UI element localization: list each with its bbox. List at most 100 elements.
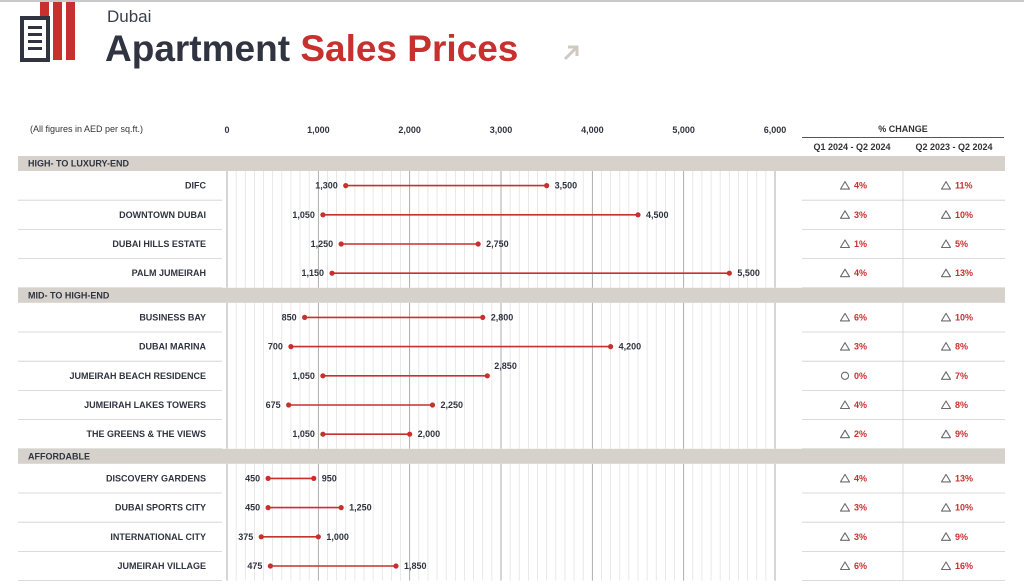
triangle-up-icon xyxy=(940,429,952,439)
min-value-label: 1,150 xyxy=(302,268,325,278)
row-label: BUSINESS BAY xyxy=(139,312,206,322)
min-value-label: 1,050 xyxy=(292,210,315,220)
max-dot xyxy=(726,270,732,276)
row-label: JUMEIRAH VILLAGE xyxy=(117,561,206,571)
yoy-change-label: 11% xyxy=(955,181,973,191)
triangle-up-icon xyxy=(839,312,851,322)
max-value-label: 2,000 xyxy=(418,429,441,439)
max-dot xyxy=(480,314,486,320)
row-label: THE GREENS & THE VIEWS xyxy=(86,429,206,439)
max-dot xyxy=(311,475,317,481)
qoq-change-label: 1% xyxy=(854,239,867,249)
max-value-label: 2,800 xyxy=(491,312,514,322)
triangle-up-icon xyxy=(839,561,851,571)
row-label: INTERNATIONAL CITY xyxy=(110,532,206,542)
min-dot xyxy=(267,563,273,569)
max-dot xyxy=(475,241,481,247)
building-logo-icon xyxy=(20,2,75,62)
x-tick-label: 5,000 xyxy=(672,125,695,135)
max-dot xyxy=(635,212,641,218)
triangle-up-icon xyxy=(940,473,952,483)
max-value-label: 1,250 xyxy=(349,503,372,513)
yoy-change-label: 8% xyxy=(955,400,968,410)
min-value-label: 675 xyxy=(266,400,281,410)
units-note: (All figures in AED per sq.ft.) xyxy=(30,124,144,134)
x-tick-label: 2,000 xyxy=(398,125,421,135)
title-main: Apartment xyxy=(105,28,291,69)
yoy-change-label: 10% xyxy=(955,210,973,220)
triangle-up-icon xyxy=(940,503,952,512)
triangle-up-icon xyxy=(940,268,952,278)
arrow-up-right-icon[interactable] xyxy=(560,42,582,64)
min-dot xyxy=(320,212,326,218)
max-value-label: 5,500 xyxy=(737,268,760,278)
min-value-label: 850 xyxy=(282,312,297,322)
max-dot xyxy=(338,505,344,511)
triangle-up-icon xyxy=(940,210,952,219)
x-tick-label: 6,000 xyxy=(764,125,787,135)
qoq-change-label: 2% xyxy=(854,429,867,439)
change-col-qoq-header: Q1 2024 - Q2 2024 xyxy=(813,142,891,152)
triangle-up-icon xyxy=(940,400,952,410)
max-dot xyxy=(429,402,436,408)
min-value-label: 450 xyxy=(245,503,260,513)
qoq-change-label: 6% xyxy=(854,312,867,322)
triangle-up-icon xyxy=(839,342,851,351)
max-value-label: 1,850 xyxy=(404,561,427,571)
row-label: DUBAI HILLS ESTATE xyxy=(112,239,206,249)
triangle-up-icon xyxy=(839,473,851,483)
top-rule xyxy=(0,0,1024,2)
yoy-change-label: 10% xyxy=(955,312,973,322)
yoy-change-label: 5% xyxy=(955,239,968,249)
min-dot xyxy=(320,431,326,437)
min-value-label: 375 xyxy=(238,532,253,542)
triangle-up-icon xyxy=(940,312,952,322)
min-dot xyxy=(288,344,294,350)
max-value-label: 3,500 xyxy=(555,181,578,191)
yoy-change-label: 13% xyxy=(955,473,973,483)
row-label: JUMEIRAH LAKES TOWERS xyxy=(84,400,206,410)
qoq-change-label: 4% xyxy=(854,181,867,191)
yoy-change-label: 9% xyxy=(955,532,968,542)
change-header-rule xyxy=(802,137,1004,138)
category-label: AFFORDABLE xyxy=(28,451,90,461)
x-tick-label: 4,000 xyxy=(581,125,604,135)
category-band xyxy=(18,287,1005,303)
max-value-label: 950 xyxy=(322,473,337,483)
min-dot xyxy=(343,183,349,189)
triangle-up-icon xyxy=(940,239,952,249)
city-name: Dubai xyxy=(107,7,152,26)
circle-icon xyxy=(840,371,850,380)
yoy-change-label: 10% xyxy=(955,503,973,513)
max-value-label: 2,850 xyxy=(494,361,517,371)
change-col-yoy-header: Q2 2023 - Q2 2024 xyxy=(915,142,993,152)
min-dot xyxy=(302,314,308,320)
triangle-up-icon xyxy=(839,268,851,278)
triangle-up-icon xyxy=(940,561,952,571)
triangle-up-icon xyxy=(839,503,851,512)
title-accent: Sales Prices xyxy=(300,28,519,69)
qoq-change-label: 3% xyxy=(854,532,867,542)
qoq-change-label: 4% xyxy=(854,268,867,278)
max-value-label: 2,250 xyxy=(441,400,464,410)
triangle-up-icon xyxy=(940,371,952,380)
max-value-label: 4,200 xyxy=(619,342,642,352)
min-dot xyxy=(265,505,271,511)
max-dot xyxy=(484,373,490,379)
triangle-up-icon xyxy=(839,400,851,410)
min-dot xyxy=(338,241,344,247)
change-header: % CHANGE xyxy=(878,124,928,134)
min-value-label: 1,300 xyxy=(315,181,338,191)
min-value-label: 700 xyxy=(268,342,283,352)
yoy-change-label: 16% xyxy=(955,561,973,571)
yoy-change-label: 7% xyxy=(955,371,968,381)
qoq-change-label: 3% xyxy=(854,503,867,513)
min-dot xyxy=(329,270,335,276)
yoy-change-label: 8% xyxy=(955,342,968,352)
min-dot xyxy=(258,534,264,540)
qoq-change-label: 6% xyxy=(854,561,867,571)
page-title: Apartment Sales Prices xyxy=(105,28,518,70)
qoq-change-label: 4% xyxy=(854,400,867,410)
triangle-up-icon xyxy=(839,239,851,249)
